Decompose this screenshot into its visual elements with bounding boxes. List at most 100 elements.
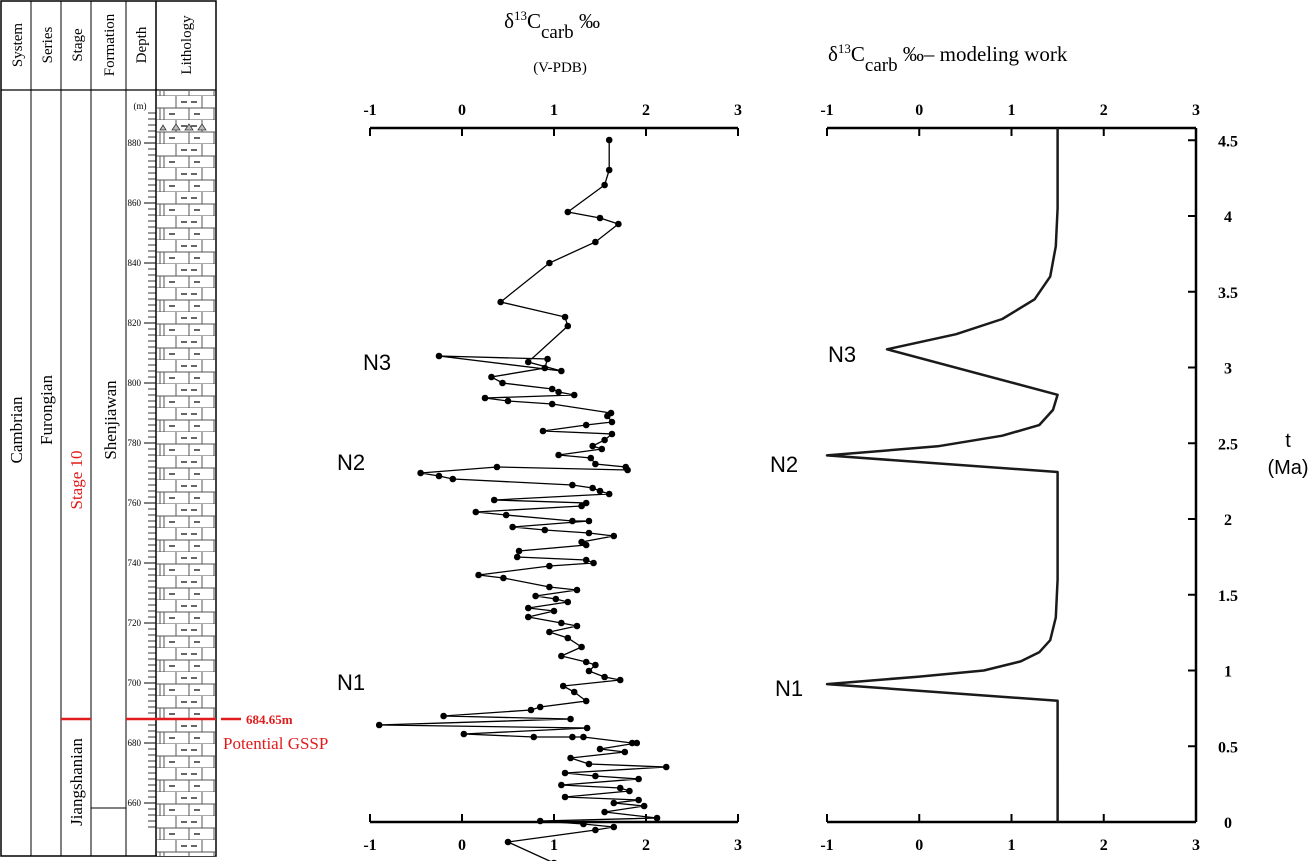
data-point [582,697,590,705]
x-tick-label-bottom: 3 [734,837,742,854]
y-tick-label: 1 [1224,664,1232,681]
data-point [601,808,608,816]
x-tick-label-bottom: -1 [363,837,376,854]
x-tick-label-top: 1 [550,102,558,119]
data-point [546,583,553,591]
data-point [610,823,618,831]
time-axis-unit-t: t [1285,430,1291,452]
data-point [592,661,599,669]
data-point [589,442,596,450]
data-point [616,676,624,684]
data-point [662,763,670,771]
data-point [587,454,595,462]
data-point [616,784,624,792]
data-point [546,562,553,570]
data-point [583,724,591,732]
data-point [569,517,576,525]
data-point [592,772,599,780]
data-point [569,481,576,489]
strat-column: 880 860 840 820 800 780 760 740 720 700 680 660 [0,0,217,857]
data-point [592,826,599,834]
data-point [580,733,587,741]
data-point [493,463,501,471]
data-point [567,754,574,762]
data-point [585,517,593,525]
y-tick-label: 2 [1224,512,1232,529]
depth-unit: (m) [134,101,147,111]
data-point [513,553,521,561]
data-point [555,388,562,396]
measured-d13c-plot: -1 -1 0 0 1 1 2 2 3 3 N3 N2 N1 [337,102,742,866]
data-point [626,787,633,795]
data-point [546,259,553,267]
data-point [564,634,572,642]
depth-tick-label: 880 [128,138,142,148]
data-point [524,604,532,612]
data-point [624,466,631,474]
y-tick-label: 0.5 [1218,739,1238,756]
data-point [610,532,618,540]
depth-tick-label: 680 [128,738,142,748]
data-point [472,508,480,516]
data-point [615,220,622,228]
model-curve [825,128,1059,823]
y-tick-label: 4.5 [1218,133,1238,150]
x-tick-label-bottom: 3 [1192,837,1200,854]
data-point [564,322,572,330]
model-title: δ13Ccarb ‰– modeling work [828,41,1068,76]
data-point [621,748,629,756]
x-tick-label-top: 1 [1008,102,1016,119]
x-tick-label-bottom: 2 [642,837,650,854]
data-point [552,595,560,603]
y-tick-label: 4 [1224,209,1232,226]
header-formation: Formation [102,13,118,76]
model-d13c-plot: -1 -1 0 0 1 1 2 2 3 3 0 0.5 1 1.5 2 2.5 3 3.5 4 4.5 N3 N2 N1 [770,102,1238,854]
event-label-n1: N1 [337,670,365,695]
data-point [561,313,569,321]
data-point [515,547,523,555]
data-point [475,571,482,579]
y-tick-label: 1.5 [1218,588,1238,605]
depth-tick-label: 660 [128,798,142,808]
data-point [564,208,572,216]
data-point [555,451,562,459]
x-tick-label-top: 2 [642,102,650,119]
data-point [605,166,613,174]
data-point [605,490,613,498]
data-point [548,400,556,408]
jiangshanian-label: Jiangshanian [67,738,86,826]
data-point [573,586,581,594]
data-point [558,367,565,375]
model-event-label-n3: N3 [828,342,856,367]
x-tick-label-top: 2 [1100,102,1108,119]
y-tick-label: 0 [1224,815,1232,832]
data-point [580,820,587,828]
data-point [504,838,512,846]
x-tick-label-bottom: 2 [1100,837,1108,854]
y-tick-label: 3.5 [1218,285,1238,302]
data-point [608,418,616,426]
x-tick-label-bottom: 0 [458,837,466,854]
data-point [589,484,596,492]
data-point [435,352,443,360]
data-point [530,733,538,741]
data-point [628,739,636,747]
model-event-label-n1: N1 [775,676,803,701]
data-point [592,238,599,246]
time-axis-unit-ma: (Ma) [1267,457,1308,479]
header-depth: Depth [134,26,150,63]
data-point [558,652,565,660]
data-point [635,796,642,804]
data-point [509,523,516,531]
data-point [610,799,618,807]
data-point [590,559,597,567]
data-point [536,817,544,825]
data-point [460,730,468,738]
x-tick-label-top: 0 [915,102,923,119]
data-point [375,721,383,729]
data-point [539,427,547,435]
header-system: System [10,23,26,68]
x-tick-label-top: -1 [820,102,833,119]
data-point [570,391,578,399]
data-point [570,688,578,696]
